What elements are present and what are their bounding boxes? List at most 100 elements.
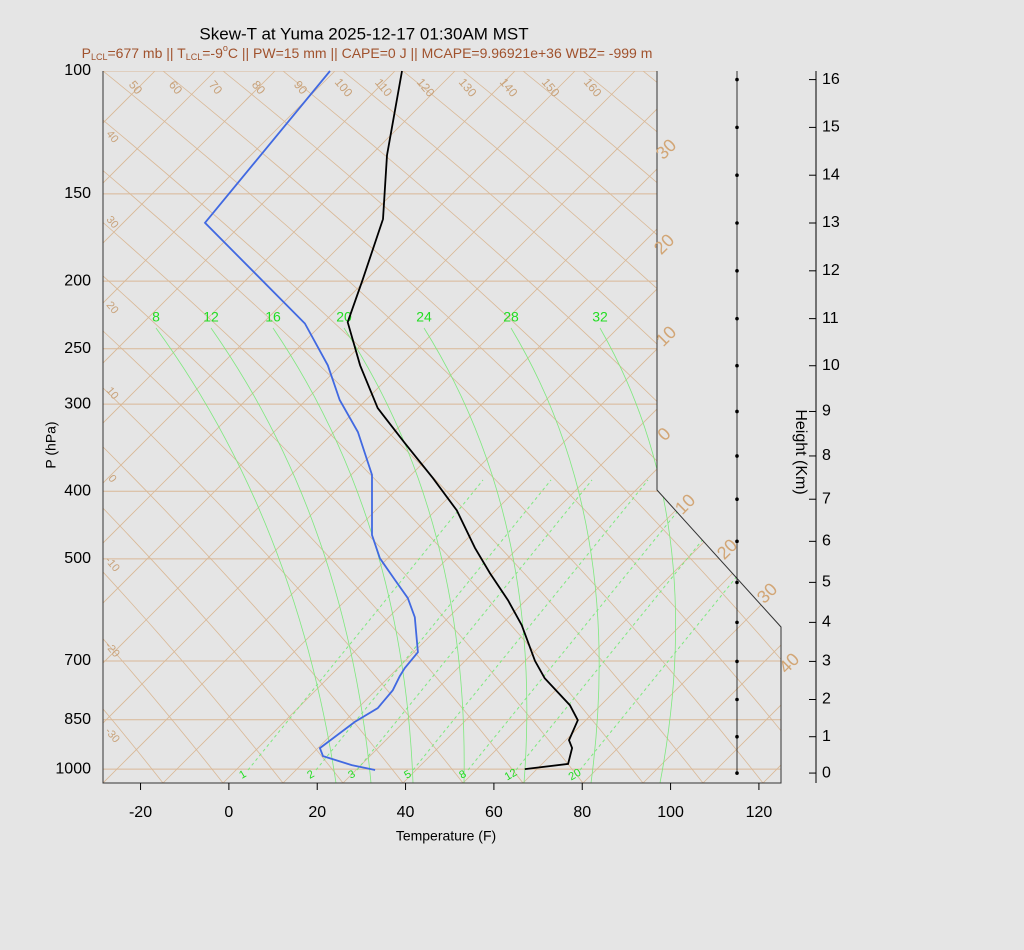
adiabat-line bbox=[162, 71, 781, 783]
adiabat-line bbox=[103, 71, 764, 783]
wind-level-dot bbox=[735, 77, 739, 82]
mixing-ratio-line bbox=[467, 479, 704, 771]
y-tick-label: 300 bbox=[64, 395, 91, 412]
wind-level-dot bbox=[735, 125, 739, 130]
y-tick-label: 700 bbox=[64, 652, 91, 669]
y-axis-label: P (hPa) bbox=[43, 421, 59, 468]
wind-level-dot bbox=[735, 497, 739, 502]
adiabat-line bbox=[103, 71, 781, 783]
mixing-ratio-label: 1 bbox=[237, 768, 248, 781]
isotherm-label: 40 bbox=[775, 649, 803, 677]
isotherm-line bbox=[162, 71, 781, 783]
adiabat-line bbox=[103, 71, 524, 783]
mixing-ratio-label: 20 bbox=[567, 767, 584, 784]
x-tick-label: 100 bbox=[657, 804, 684, 821]
y2-tick-label: 16 bbox=[822, 71, 840, 88]
adiabat-line bbox=[282, 71, 781, 783]
isotherm-line bbox=[342, 71, 781, 783]
adiabat-line bbox=[103, 71, 644, 783]
subtitle-part: o bbox=[223, 43, 228, 53]
wind-level-dot bbox=[735, 269, 739, 273]
isotherm-label: 20 bbox=[104, 299, 121, 316]
adiabat-line bbox=[103, 71, 164, 783]
x-tick-label: 0 bbox=[224, 804, 233, 821]
moist-adiabat-line bbox=[343, 327, 465, 783]
y2-tick-label: 13 bbox=[822, 214, 840, 231]
background-grid bbox=[103, 71, 1024, 783]
adiabat-label: 160 bbox=[581, 75, 605, 100]
y2-tick-label: 7 bbox=[822, 490, 831, 507]
wind-level-dot bbox=[735, 173, 739, 178]
isotherm-label: 40 bbox=[104, 128, 121, 145]
y2-tick-label: 6 bbox=[822, 533, 831, 550]
y-tick-label: 1000 bbox=[55, 760, 91, 777]
isotherm-line bbox=[522, 71, 781, 783]
isotherm-label: 20 bbox=[650, 230, 678, 258]
x-tick-label: 120 bbox=[746, 804, 773, 821]
isotherm-line bbox=[103, 71, 456, 783]
isotherm-line bbox=[582, 71, 781, 783]
y2-tick-label: 8 bbox=[822, 447, 831, 464]
moist-adiabat-label: 28 bbox=[503, 309, 519, 325]
wind-level-dot bbox=[735, 734, 739, 739]
y-tick-label: 200 bbox=[64, 272, 91, 289]
wind-level-dot bbox=[735, 697, 739, 702]
mixing-ratio-line bbox=[356, 479, 593, 771]
adiabat-line bbox=[222, 71, 781, 783]
y-tick-label: 150 bbox=[64, 185, 91, 202]
y-tick-label: 850 bbox=[64, 711, 91, 728]
adiabat-label: 100 bbox=[332, 75, 356, 100]
adiabat-label: 60 bbox=[166, 78, 186, 97]
x-tick-label: 20 bbox=[308, 804, 326, 821]
y2-tick-label: 5 bbox=[822, 574, 831, 591]
mixing-ratio-line bbox=[579, 479, 781, 771]
adiabat-line bbox=[103, 71, 344, 783]
y-tick-label: 500 bbox=[64, 550, 91, 567]
isotherm-line bbox=[103, 71, 156, 783]
wind-level-dot bbox=[735, 363, 739, 368]
x-axis-label: Temperature (F) bbox=[396, 828, 496, 844]
y2-tick-label: 1 bbox=[822, 728, 831, 745]
y2-axis-label: Height (Km) bbox=[792, 409, 809, 494]
profile-line bbox=[203, 70, 419, 771]
isotherm-line bbox=[103, 71, 756, 783]
adiabat-label: 140 bbox=[497, 75, 521, 100]
plot-border bbox=[102, 71, 782, 784]
isotherm-label: -10 bbox=[102, 554, 121, 574]
isotherm-line bbox=[103, 71, 516, 783]
isotherm-line bbox=[103, 71, 396, 783]
subtitle-part: C || PW=15 mm || CAPE=0 J || MCAPE=9.969… bbox=[228, 45, 653, 61]
x-tick-label: 60 bbox=[485, 804, 503, 821]
moist-adiabat-label: 32 bbox=[592, 309, 608, 325]
isotherm-line bbox=[103, 71, 216, 783]
x-tick-label: -20 bbox=[129, 804, 152, 821]
isotherm-line bbox=[823, 71, 1024, 783]
wind-level-dot bbox=[735, 454, 739, 458]
moist-adiabat-label: 12 bbox=[203, 309, 219, 325]
adiabat-line bbox=[103, 71, 584, 783]
isotherm-line bbox=[103, 71, 781, 783]
isotherm-line bbox=[642, 71, 781, 783]
chart-title: Skew-T at Yuma 2025-12-17 01:30AM MST bbox=[199, 24, 528, 43]
adiabat-label: 110 bbox=[372, 76, 395, 100]
isotherm-line bbox=[103, 71, 336, 783]
moist-adiabat-line bbox=[272, 327, 414, 783]
adiabat-line bbox=[103, 71, 284, 783]
mixing-ratio-label: 5 bbox=[402, 768, 413, 781]
y-tick-label: 400 bbox=[64, 483, 91, 500]
moist-adiabat-label: 24 bbox=[416, 309, 432, 325]
subtitle-part: LCL bbox=[186, 52, 203, 62]
moist-adiabat-label: 8 bbox=[152, 309, 160, 325]
isotherm-label: 30 bbox=[753, 579, 781, 607]
mixing-ratio-label: 3 bbox=[346, 768, 357, 781]
profile-line bbox=[346, 70, 579, 770]
mixing-ratio-line bbox=[412, 479, 649, 771]
x-tick-label: 40 bbox=[397, 804, 415, 821]
adiabat-label: 90 bbox=[291, 78, 311, 97]
isotherm-label: 10 bbox=[652, 322, 680, 350]
mixing-ratio-label: 8 bbox=[457, 768, 468, 781]
isotherm-line bbox=[103, 71, 696, 783]
adiabat-line bbox=[522, 71, 781, 783]
isotherm-label: 10 bbox=[671, 490, 699, 518]
